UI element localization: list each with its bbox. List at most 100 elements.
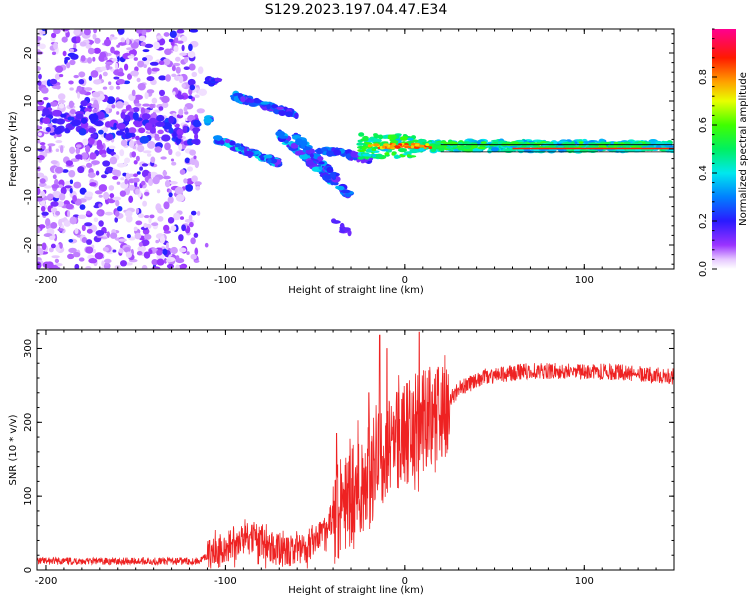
spectral-blob [137, 245, 147, 252]
spectral-blob [193, 232, 199, 238]
spectral-blob [381, 141, 389, 144]
spectral-blob [169, 30, 177, 38]
spectral-blob [133, 226, 138, 232]
spectral-blob [40, 87, 49, 94]
spectral-blob [152, 176, 160, 185]
spectral-blob [132, 145, 137, 150]
spectral-blob [146, 76, 155, 82]
spectral-blob [109, 156, 118, 165]
spectral-blob [37, 36, 42, 42]
spectral-blob [109, 85, 114, 91]
spectral-blob [104, 56, 108, 61]
spectral-blob [123, 246, 131, 253]
spectral-blob [194, 247, 199, 256]
spectral-blob [116, 111, 120, 115]
spectral-blob [126, 37, 130, 46]
spectral-blob [116, 122, 126, 130]
spectral-blob [55, 201, 65, 207]
spectral-blob [362, 153, 372, 157]
spectral-blob [126, 234, 131, 239]
spectral-blob [124, 178, 128, 185]
spectral-blob [356, 142, 365, 146]
spectral-blob [254, 150, 261, 155]
spectral-blob [44, 185, 52, 189]
spectral-blob [357, 156, 365, 160]
spectral-blob [176, 128, 184, 136]
spectral-blob [179, 52, 188, 56]
spectral-blob [105, 166, 114, 174]
spectral-blob [345, 193, 351, 198]
spectral-blob [300, 153, 309, 160]
spectral-blob [135, 207, 140, 214]
spectral-blob [44, 218, 51, 227]
spectral-blob [142, 49, 150, 53]
spectral-blob [51, 51, 57, 56]
spectral-blob [92, 33, 97, 40]
top-x-axis-label: Height of straight line (km) [288, 285, 424, 296]
spectral-blob [69, 48, 74, 53]
spectral-blob [43, 96, 49, 101]
spectral-blob [122, 172, 127, 177]
spectral-blob [210, 78, 216, 83]
spectral-blob [197, 66, 204, 75]
spectral-blob [120, 139, 128, 147]
spectral-blob [109, 35, 113, 41]
y-tick-label: 200 [23, 413, 34, 432]
spectral-blob [89, 152, 97, 160]
spectral-blob [120, 111, 126, 119]
spectral-blob [72, 194, 77, 203]
spectral-blob [113, 122, 118, 130]
spectral-blob [137, 82, 146, 91]
spectral-blob [178, 108, 184, 116]
spectral-blob [136, 171, 141, 175]
spectral-blob [623, 141, 631, 144]
spectral-blob [37, 125, 40, 130]
spectral-blob [130, 41, 139, 49]
spectral-blob [77, 91, 81, 99]
spectral-blob [138, 35, 146, 42]
spectral-blob [219, 140, 225, 145]
spectral-blob [105, 107, 110, 114]
spectral-blob [124, 210, 133, 218]
spectral-blob [102, 246, 110, 252]
spectral-blob [123, 101, 129, 106]
spectral-blob [114, 62, 119, 70]
spectral-blob [285, 111, 293, 118]
spectral-blob [184, 111, 189, 115]
spectral-blob [156, 249, 163, 256]
spectral-blob [111, 58, 118, 62]
spectral-blob [135, 155, 140, 162]
spectral-blob [171, 73, 177, 77]
spectral-blob [212, 135, 223, 141]
spectral-blob [191, 71, 198, 78]
spectral-blob [148, 117, 158, 125]
spectral-blob [191, 175, 198, 183]
spectral-blob [170, 158, 175, 162]
spectral-blob [266, 158, 272, 164]
spectral-blob [161, 134, 171, 142]
spectral-blob [93, 29, 98, 34]
spectral-blob [154, 146, 162, 153]
spectral-blob [39, 142, 46, 146]
spectral-blob [87, 57, 93, 64]
spectral-blob [590, 142, 597, 145]
spectral-blob [57, 93, 66, 101]
spectral-blob [85, 43, 92, 49]
spectral-blob [326, 166, 334, 174]
spectral-blob [42, 108, 50, 116]
spectral-blob [132, 177, 140, 183]
spectral-blob [128, 195, 134, 203]
spectral-blob [170, 225, 177, 232]
spectral-blob [188, 43, 193, 52]
colorbar-tick-label: 0.6 [698, 117, 709, 133]
spectral-blob [94, 37, 101, 44]
spectral-blob [166, 263, 175, 269]
spectral-blob [123, 80, 131, 85]
spectral-blob [168, 127, 174, 134]
spectral-blob [147, 172, 152, 178]
spectral-blob [188, 95, 193, 100]
spectral-blob [134, 66, 139, 72]
spectral-blob [55, 210, 61, 216]
spectral-blob [91, 160, 100, 165]
spectral-blob [62, 50, 67, 57]
